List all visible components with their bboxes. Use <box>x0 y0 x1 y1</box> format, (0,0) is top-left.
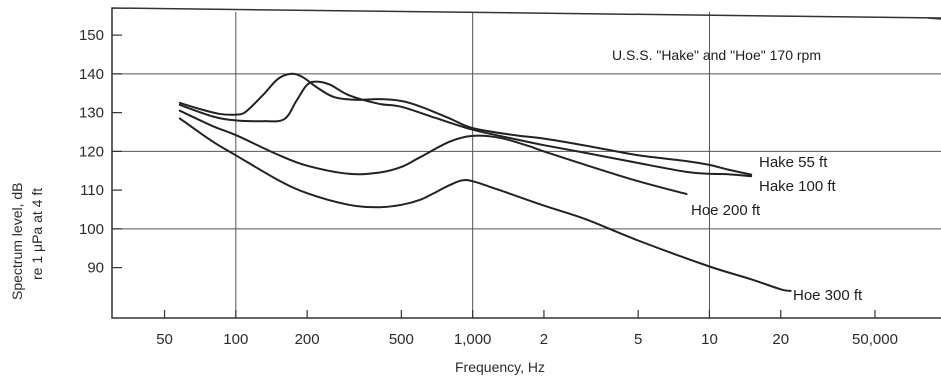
y-tick-label: 100 <box>79 221 104 238</box>
y-tick-label: 120 <box>79 143 104 160</box>
x-tick-label: 200 <box>295 331 320 348</box>
y-tick-label: 130 <box>79 105 104 122</box>
x-tick-label: 5 <box>634 331 642 348</box>
grid-layer <box>112 12 941 318</box>
y-axis-ticks: 90 100 110 120 130 140 150 <box>79 27 122 277</box>
series-hake-100ft-label: Hake 100 ft <box>759 178 837 195</box>
x-tick-label: 50 <box>156 331 173 348</box>
series-curves <box>178 72 792 292</box>
series-hoe-300ft <box>178 117 792 292</box>
series-hoe-200ft-label: Hoe 200 ft <box>691 202 761 219</box>
y-axis-label-reference: re 1 μPa at 4 ft <box>29 188 45 280</box>
series-hoe-300ft-label: Hoe 300 ft <box>793 287 863 304</box>
y-tick-label: 110 <box>80 182 104 199</box>
series-hake-55ft-label: Hake 55 ft <box>759 154 828 171</box>
x-tick-label: 20 <box>772 331 789 348</box>
x-axis-label: Frequency, Hz <box>455 359 545 375</box>
series-labels: Hake 55 ft Hake 100 ft Hoe 200 ft Hoe 300 f… <box>691 154 863 304</box>
series-hoe-200ft <box>178 109 688 195</box>
x-axis-ticks: 50 100 200 500 1,000 2 5 10 20 50,000 <box>156 310 898 348</box>
y-tick-label: 140 <box>79 66 104 83</box>
x-tick-label: 2 <box>540 331 548 348</box>
plot-frame <box>111 7 941 319</box>
x-tick-label: 100 <box>223 331 248 348</box>
x-tick-label: 10 <box>701 331 718 348</box>
y-tick-label: 150 <box>79 27 104 44</box>
y-tick-label: 90 <box>87 260 104 277</box>
x-tick-label: 500 <box>389 331 414 348</box>
chart-annotation: U.S.S. "Hake" and "Hoe" 170 rpm <box>612 47 821 63</box>
x-tick-label: 50,000 <box>852 331 898 348</box>
series-hake-100ft <box>178 80 753 178</box>
series-hake-55ft <box>178 72 753 176</box>
y-axis-label: Spectrum level, dB <box>9 183 25 301</box>
x-tick-label: 1,000 <box>454 331 492 348</box>
